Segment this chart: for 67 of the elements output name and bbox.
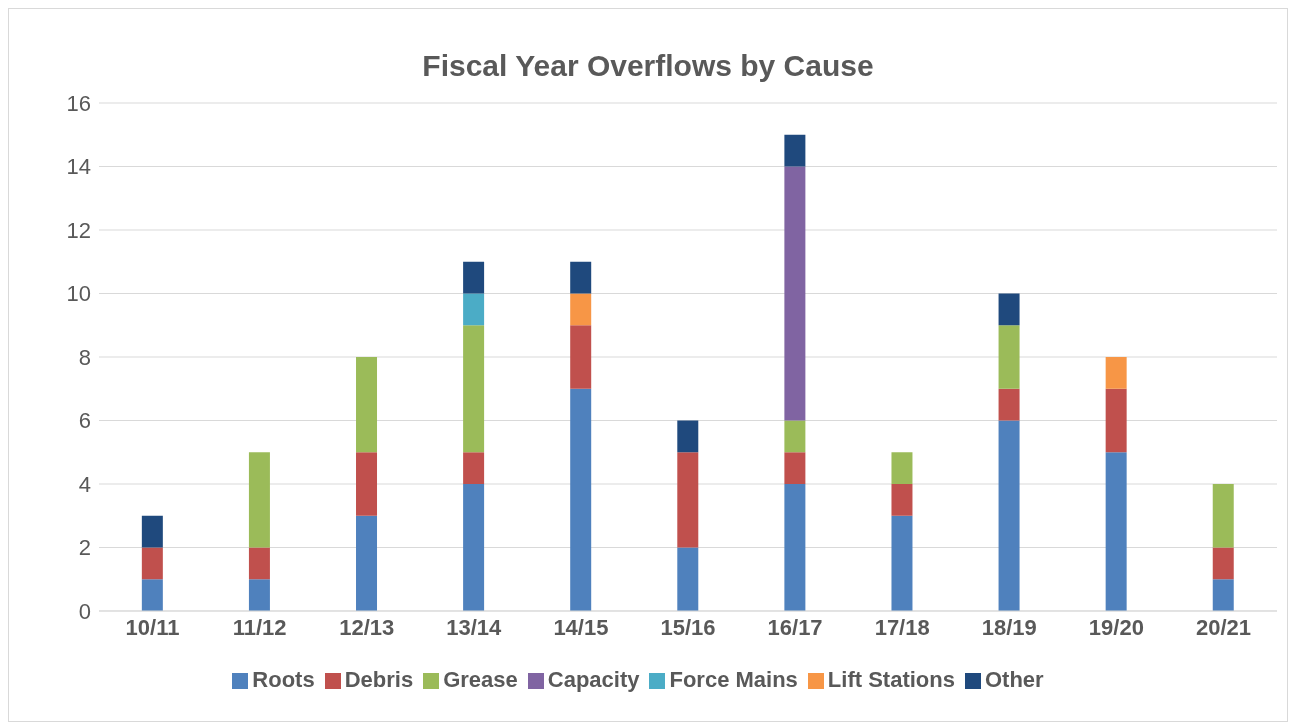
- bar: [677, 452, 699, 548]
- x-tick-label: 16/17: [767, 614, 823, 640]
- bar: [891, 484, 913, 516]
- bar: [141, 579, 163, 611]
- bar: [998, 293, 1020, 326]
- bar: [1212, 547, 1234, 580]
- bar: [891, 452, 913, 484]
- bar: [891, 515, 913, 611]
- bar: [677, 547, 699, 611]
- y-tick-label: 6: [78, 408, 91, 434]
- x-tick-label: 11/12: [232, 614, 287, 640]
- bar: [570, 261, 592, 294]
- bar: [677, 420, 699, 453]
- legend-label: Other: [984, 667, 1044, 692]
- x-tick-label: 19/20: [1088, 614, 1144, 640]
- bar: [570, 293, 592, 326]
- y-tick-label: 0: [78, 598, 91, 624]
- x-tick-label: 20/21: [1195, 614, 1251, 640]
- y-tick-label: 10: [66, 281, 91, 307]
- bar: [1105, 388, 1127, 453]
- bar: [463, 452, 485, 484]
- bar: [784, 134, 806, 167]
- bar: [570, 388, 592, 611]
- legend-label: Lift Stations: [827, 667, 955, 692]
- chart-title: Fiscal Year Overflows by Cause: [421, 49, 875, 83]
- bar: [141, 515, 163, 548]
- y-tick-label: 2: [78, 535, 91, 561]
- legend-label: Capacity: [547, 667, 640, 692]
- bar: [1105, 452, 1127, 611]
- bar: [356, 357, 378, 453]
- bar: [784, 484, 806, 611]
- bar: [248, 579, 270, 611]
- bar: [1212, 579, 1234, 611]
- bar: [784, 420, 806, 453]
- bar: [248, 452, 270, 548]
- bar: [998, 388, 1020, 421]
- bar: [356, 515, 378, 611]
- x-tick-label: 10/11: [125, 614, 180, 640]
- y-tick-label: 12: [66, 217, 91, 243]
- bar: [570, 325, 592, 389]
- bar: [784, 452, 806, 484]
- bar: [463, 293, 485, 326]
- y-tick-label: 14: [66, 154, 91, 180]
- bar: [998, 420, 1020, 611]
- legend-label: Grease: [443, 667, 518, 692]
- bar: [1105, 357, 1127, 389]
- x-tick-label: 13/14: [446, 614, 503, 640]
- legend-label: Force Mains: [669, 667, 798, 692]
- bar: [784, 166, 806, 421]
- bar: [463, 261, 485, 294]
- legend-label: Roots: [252, 667, 315, 692]
- x-tick-label: 18/19: [981, 614, 1037, 640]
- bar: [248, 547, 270, 580]
- bar: [141, 547, 163, 580]
- x-tick-label: 17/18: [874, 614, 930, 640]
- legend-label: Debris: [344, 667, 414, 692]
- y-tick-label: 4: [78, 471, 91, 497]
- y-tick-label: 16: [66, 90, 91, 116]
- bar: [1212, 484, 1234, 548]
- bar: [463, 484, 485, 611]
- bar: [998, 325, 1020, 389]
- bar: [356, 452, 378, 516]
- x-tick-label: 15/16: [660, 614, 716, 640]
- y-tick-label: 8: [78, 344, 91, 370]
- x-tick-label: 14/15: [553, 614, 609, 640]
- x-tick-label: 12/13: [339, 614, 395, 640]
- bar: [463, 325, 485, 453]
